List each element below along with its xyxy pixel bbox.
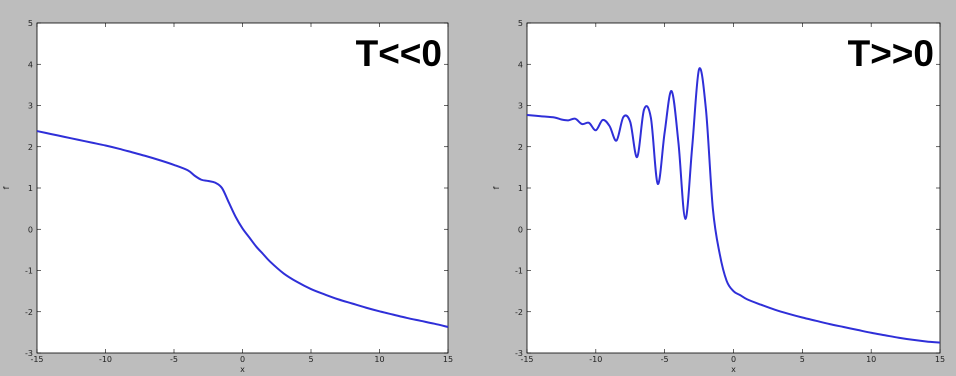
left-plot-area (36, 22, 449, 354)
right-y-tick-label: 4 (518, 60, 523, 69)
left-y-tick-label: 3 (28, 102, 33, 111)
left-x-tick-label: 10 (374, 355, 384, 364)
left-y-tick-label: 0 (28, 225, 33, 234)
left-y-tick-label: -2 (25, 308, 33, 317)
left-y-tick-label: -1 (25, 267, 33, 276)
right-y-tick-label: 1 (518, 184, 523, 193)
right-x-tick-label: -5 (661, 355, 669, 364)
right-y-tick-label: 3 (518, 102, 523, 111)
right-x-tick-label: -10 (589, 355, 602, 364)
left-y-tick-label: 1 (28, 184, 33, 193)
left-y-tick-label: 2 (28, 143, 33, 152)
left-x-tick-label: -15 (30, 355, 43, 364)
left-series-line (36, 130, 449, 328)
right-panel-title: T>>0 (848, 33, 934, 74)
right-y-tick-label: 0 (518, 225, 523, 234)
right-y-tick-label: -2 (515, 308, 523, 317)
right-series-line (526, 67, 941, 344)
left-x-tick-label: -5 (170, 355, 178, 364)
left-y-axis-label: f (2, 186, 11, 189)
left-panel-title: T<<0 (356, 33, 442, 74)
left-x-tick-label: -10 (99, 355, 112, 364)
left-y-tick-label: -3 (25, 349, 33, 358)
right-x-tick-label: -15 (520, 355, 533, 364)
right-y-tick-label: -3 (515, 349, 523, 358)
right-x-tick-label: 15 (935, 355, 945, 364)
right-x-tick-label: 5 (800, 355, 805, 364)
left-y-tick-label: 5 (28, 19, 33, 28)
right-x-axis-label: x (731, 365, 736, 374)
right-x-tick-label: 10 (866, 355, 876, 364)
left-x-axis-label: x (240, 365, 245, 374)
left-x-tick-label: 5 (308, 355, 313, 364)
left-x-tick-label: 15 (443, 355, 453, 364)
right-y-tick-label: -1 (515, 267, 523, 276)
left-y-tick-label: 4 (28, 60, 33, 69)
right-y-tick-label: 5 (518, 19, 523, 28)
right-y-axis-label: f (492, 186, 501, 189)
right-y-tick-label: 2 (518, 143, 523, 152)
left-x-tick-label: 0 (240, 355, 245, 364)
right-x-tick-label: 0 (731, 355, 736, 364)
